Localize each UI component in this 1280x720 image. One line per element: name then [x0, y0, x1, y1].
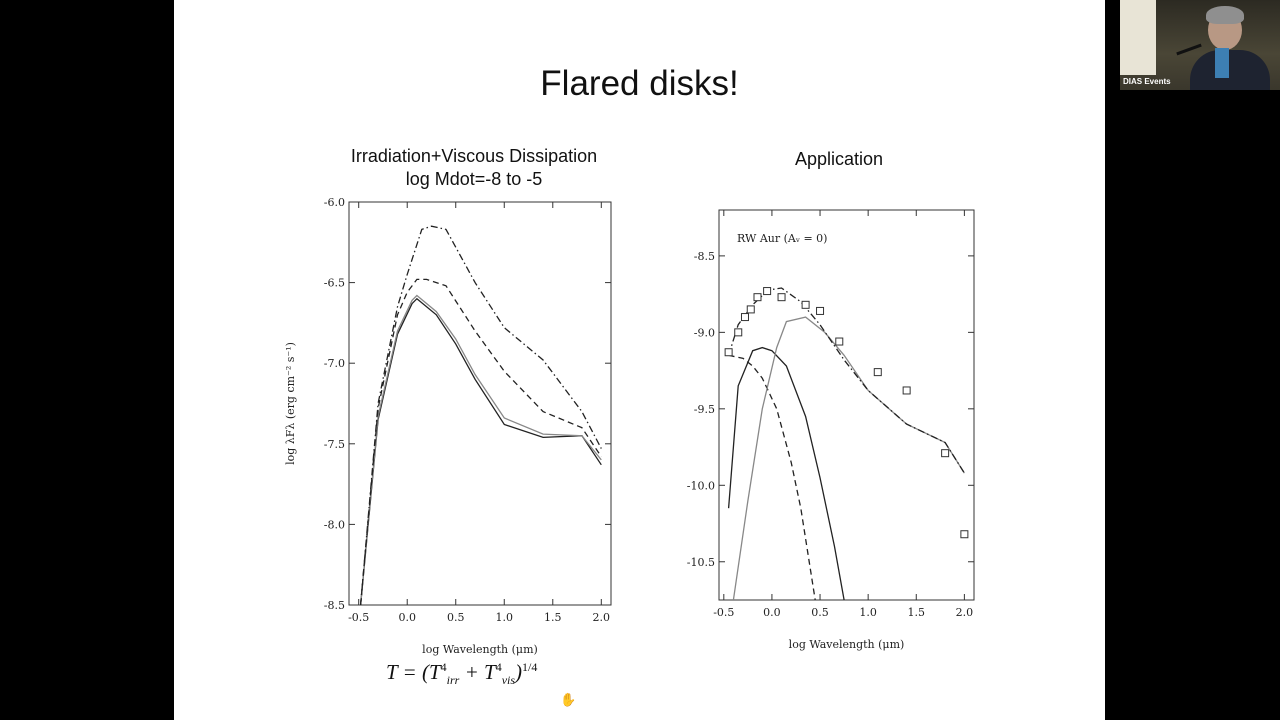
formula-inner-power-2: 4	[495, 660, 502, 674]
x-tick-label: 0.5	[447, 611, 465, 624]
x-axis-label: log Wavelength (μm)	[422, 643, 538, 656]
y-tick-label: -8.5	[324, 599, 345, 612]
y-tick-label: -8.0	[324, 518, 345, 531]
y-tick-label: -6.0	[324, 196, 345, 209]
temperature-formula: T = (T4irr + T4vis)1/4	[386, 660, 537, 688]
series-line-1	[727, 346, 845, 600]
x-axis-label: log Wavelength (μm)	[789, 638, 905, 651]
series-line-1	[359, 297, 602, 605]
series-line-4	[359, 225, 602, 605]
data-point-square	[724, 348, 733, 357]
data-point-square	[746, 305, 755, 314]
webcam-label: DIAS Events	[1123, 77, 1171, 86]
formula-plus: + T	[459, 660, 496, 684]
plot-frame	[718, 209, 975, 601]
formula-prefix: T = (T	[386, 660, 441, 684]
x-tick-label: 1.0	[859, 606, 877, 619]
presenter-hair	[1206, 6, 1244, 24]
series-line-4	[727, 287, 965, 474]
data-point-square	[902, 386, 911, 395]
formula-power: 1/4	[522, 660, 538, 674]
presenter-body	[1190, 50, 1270, 90]
y-tick-label: -10.5	[687, 556, 715, 569]
data-point-square	[960, 530, 969, 539]
formula-sub-vis: vis	[501, 673, 516, 688]
left-chart-title-line-2: log Mdot=-8 to -5	[405, 169, 543, 189]
formula-inner-power-1: 4	[440, 660, 447, 674]
x-tick-label: 2.0	[956, 606, 974, 619]
data-point-square	[801, 300, 810, 309]
slide: Flared disks! Irradiation+Viscous Dissip…	[174, 0, 1105, 720]
microphone-icon	[1176, 43, 1202, 56]
y-tick-label: -7.5	[324, 438, 345, 451]
left-chart-title-line-1: Irradiation+Viscous Dissipation	[350, 146, 598, 166]
x-tick-label: 0.5	[811, 606, 829, 619]
data-point-square	[763, 287, 772, 296]
data-point-square	[835, 337, 844, 346]
chart-annotation: RW Aur (Aᵥ = 0)	[737, 232, 827, 245]
data-point-square	[740, 313, 749, 322]
data-point-square	[941, 449, 950, 458]
banner	[1120, 0, 1156, 75]
y-tick-label: -9.0	[694, 326, 715, 339]
formula-close: )	[515, 660, 523, 684]
data-point-square	[816, 306, 825, 315]
y-tick-label: -10.0	[687, 479, 715, 492]
formula-sub-irr: irr	[446, 673, 460, 688]
x-tick-label: 0.0	[398, 611, 416, 624]
left-chart-title: Irradiation+Viscous Dissipation log Mdot…	[324, 145, 624, 191]
x-tick-label: 1.5	[908, 606, 926, 619]
slide-title: Flared disks!	[540, 64, 739, 103]
data-point-square	[873, 368, 882, 377]
y-tick-label: -6.5	[324, 277, 345, 290]
data-point-square	[734, 328, 743, 337]
right-chart: -0.5 0.0 0.5 1.0 1.5 2.0 -8.5 -9.0 -9.5 -10.0 -10.…	[687, 209, 975, 651]
y-axis-label: log λFλ (erg cm⁻² s⁻¹)	[284, 342, 297, 465]
data-point-square	[777, 293, 786, 302]
series-line-3	[359, 278, 602, 605]
x-tick-label: 2.0	[593, 611, 611, 624]
presenter-scarf	[1215, 48, 1229, 78]
y-tick-label: -7.0	[324, 357, 345, 370]
series-line-2	[359, 294, 602, 605]
y-tick-label: -9.5	[694, 403, 715, 416]
y-tick-label: -8.5	[694, 250, 715, 263]
x-tick-label: 1.5	[544, 611, 562, 624]
x-tick-label: 0.0	[763, 606, 781, 619]
x-tick-label: -0.5	[713, 606, 734, 619]
series-line-2	[728, 354, 816, 600]
x-tick-label: -0.5	[348, 611, 369, 624]
webcam-feed: DIAS Events	[1120, 0, 1280, 90]
hand-cursor-icon: ✋	[560, 692, 577, 707]
right-chart-title: Application	[794, 149, 884, 169]
x-tick-label: 1.0	[496, 611, 514, 624]
data-point-square	[753, 293, 762, 302]
series-line-3	[732, 316, 965, 600]
plot-frame	[348, 201, 612, 606]
left-chart: -0.5 0.0 0.5 1.0 1.5 2.0 -6.0 -6.5 -7.0 -7.5 -8.0 -…	[284, 196, 612, 656]
